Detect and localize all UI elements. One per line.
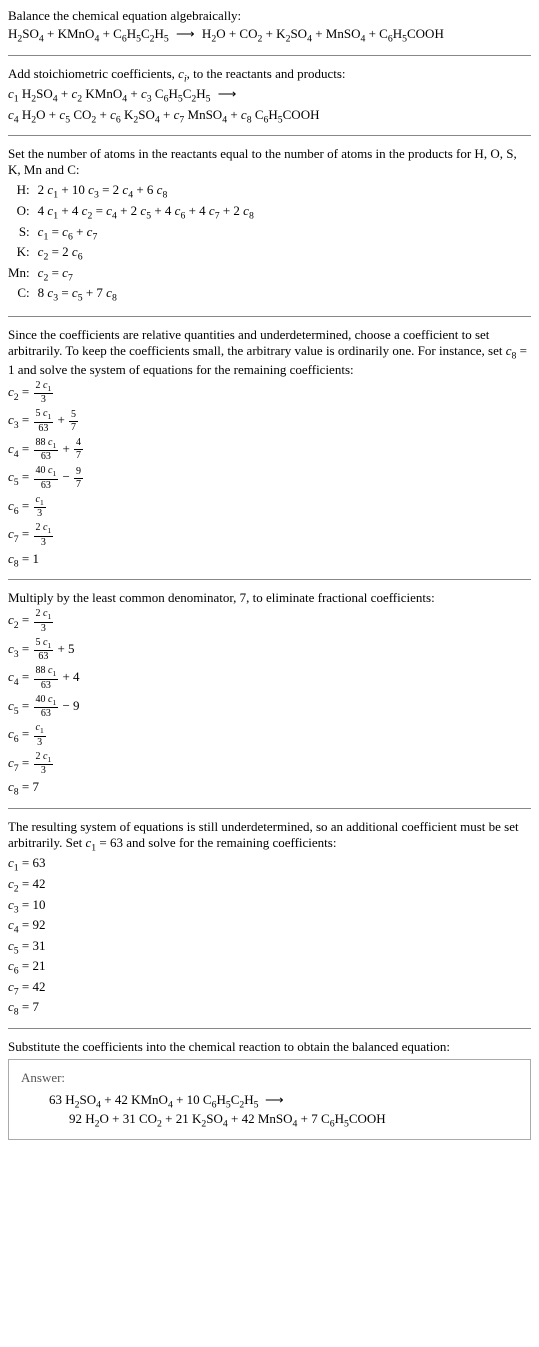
intro-reaction: H2SO4 + KMnO4 + C6H5C2H5 ⟶ H2O + CO2 + K… <box>8 26 531 45</box>
stoich-eq-line1: c1 H2SO4 + c2 KMnO4 + c3 C6H5C2H5 ⟶ <box>8 86 531 105</box>
atom-eq: c2 = 2 c6 <box>38 244 254 265</box>
coef-line: c6 = c13 <box>8 722 531 749</box>
stoich-arrow: ⟶ <box>214 86 241 101</box>
coef-line: c5 = 40 c163 − 9 <box>8 694 531 721</box>
atom-eq: 4 c1 + 4 c2 = c4 + 2 c5 + 4 c6 + 4 c7 + … <box>38 203 254 224</box>
atoms-intro: Set the number of atoms in the reactants… <box>8 146 531 178</box>
atom-row: K: c2 = 2 c6 <box>8 244 254 265</box>
coef-line: c1 = 63 <box>8 855 531 874</box>
coef-line: c7 = 2 c13 <box>8 751 531 778</box>
coef-line: c7 = 2 c13 <box>8 522 531 549</box>
atom-label: H: <box>8 182 38 203</box>
stoich-text: Add stoichiometric coefficients, ci, to … <box>8 66 531 85</box>
intro-section: Balance the chemical equation algebraica… <box>8 8 531 45</box>
divider <box>8 316 531 317</box>
coef-line: c4 = 88 c163 + 4 <box>8 665 531 692</box>
atom-eq: c2 = c7 <box>38 265 254 286</box>
stoich-eq-line2: c4 H2O + c5 CO2 + c6 K2SO4 + c7 MnSO4 + … <box>8 107 531 126</box>
atom-eq: c1 = c6 + c7 <box>38 224 254 245</box>
atom-row: C: 8 c3 = c5 + 7 c8 <box>8 285 254 306</box>
coef-line: c3 = 10 <box>8 897 531 916</box>
coef-line: c6 = 21 <box>8 958 531 977</box>
stoich-section: Add stoichiometric coefficients, ci, to … <box>8 66 531 126</box>
coef-line: c4 = 92 <box>8 917 531 936</box>
resulting-section: The resulting system of equations is sti… <box>8 819 531 1018</box>
atom-label: Mn: <box>8 265 38 286</box>
coef-line: c8 = 1 <box>8 551 531 570</box>
multiply-section: Multiply by the least common denominator… <box>8 590 531 798</box>
coef-line: c7 = 42 <box>8 979 531 998</box>
coef-line: c3 = 5 c163 + 5 <box>8 637 531 664</box>
answer-box: Answer: 63 H2SO4 + 42 KMnO4 + 10 C6H5C2H… <box>8 1059 531 1140</box>
divider <box>8 808 531 809</box>
coef-line: c5 = 40 c163 − 97 <box>8 465 531 492</box>
divider <box>8 1028 531 1029</box>
atoms-section: Set the number of atoms in the reactants… <box>8 146 531 306</box>
atom-label: O: <box>8 203 38 224</box>
stoich-text-2: , to the reactants and products: <box>187 66 346 81</box>
atom-label: K: <box>8 244 38 265</box>
atom-eq: 8 c3 = c5 + 7 c8 <box>38 285 254 306</box>
atom-eq: 2 c1 + 10 c3 = 2 c4 + 6 c8 <box>38 182 254 203</box>
coef-line: c4 = 88 c163 + 47 <box>8 437 531 464</box>
multiply-text: Multiply by the least common denominator… <box>8 590 531 606</box>
coef-line: c2 = 2 c13 <box>8 380 531 407</box>
stoich-text-1: Add stoichiometric coefficients, <box>8 66 178 81</box>
divider <box>8 55 531 56</box>
atom-row: S: c1 = c6 + c7 <box>8 224 254 245</box>
coef-line: c6 = c13 <box>8 494 531 521</box>
answer-label: Answer: <box>21 1070 518 1086</box>
ci-var: ci <box>178 66 187 81</box>
substitute-section: Substitute the coefficients into the che… <box>8 1039 531 1055</box>
atom-label: C: <box>8 285 38 306</box>
coef-line: c2 = 2 c13 <box>8 608 531 635</box>
answer-eqn-line1: 63 H2SO4 + 42 KMnO4 + 10 C6H5C2H5 ⟶ <box>49 1092 518 1111</box>
resulting-text: The resulting system of equations is sti… <box>8 819 531 854</box>
underdetermined-text: Since the coefficients are relative quan… <box>8 327 531 378</box>
coef-line: c5 = 31 <box>8 938 531 957</box>
atom-row: Mn: c2 = c7 <box>8 265 254 286</box>
reaction-lhs: H2SO4 + KMnO4 + C6H5C2H5 <box>8 26 169 41</box>
coef-line: c2 = 42 <box>8 876 531 895</box>
reaction-arrow: ⟶ <box>172 26 199 41</box>
atoms-table: H: 2 c1 + 10 c3 = 2 c4 + 6 c8 O: 4 c1 + … <box>8 182 254 306</box>
atom-label: S: <box>8 224 38 245</box>
divider <box>8 579 531 580</box>
underdetermined-section: Since the coefficients are relative quan… <box>8 327 531 569</box>
coef-line: c8 = 7 <box>8 999 531 1018</box>
atom-row: O: 4 c1 + 4 c2 = c4 + 2 c5 + 4 c6 + 4 c7… <box>8 203 254 224</box>
divider <box>8 135 531 136</box>
atom-row: H: 2 c1 + 10 c3 = 2 c4 + 6 c8 <box>8 182 254 203</box>
coef-line: c3 = 5 c163 + 57 <box>8 408 531 435</box>
answer-eqn-line2: 92 H2O + 31 CO2 + 21 K2SO4 + 42 MnSO4 + … <box>69 1111 518 1130</box>
coef-line: c8 = 7 <box>8 779 531 798</box>
substitute-text: Substitute the coefficients into the che… <box>8 1039 531 1055</box>
reaction-rhs: H2O + CO2 + K2SO4 + MnSO4 + C6H5COOH <box>202 26 444 41</box>
intro-text: Balance the chemical equation algebraica… <box>8 8 531 24</box>
